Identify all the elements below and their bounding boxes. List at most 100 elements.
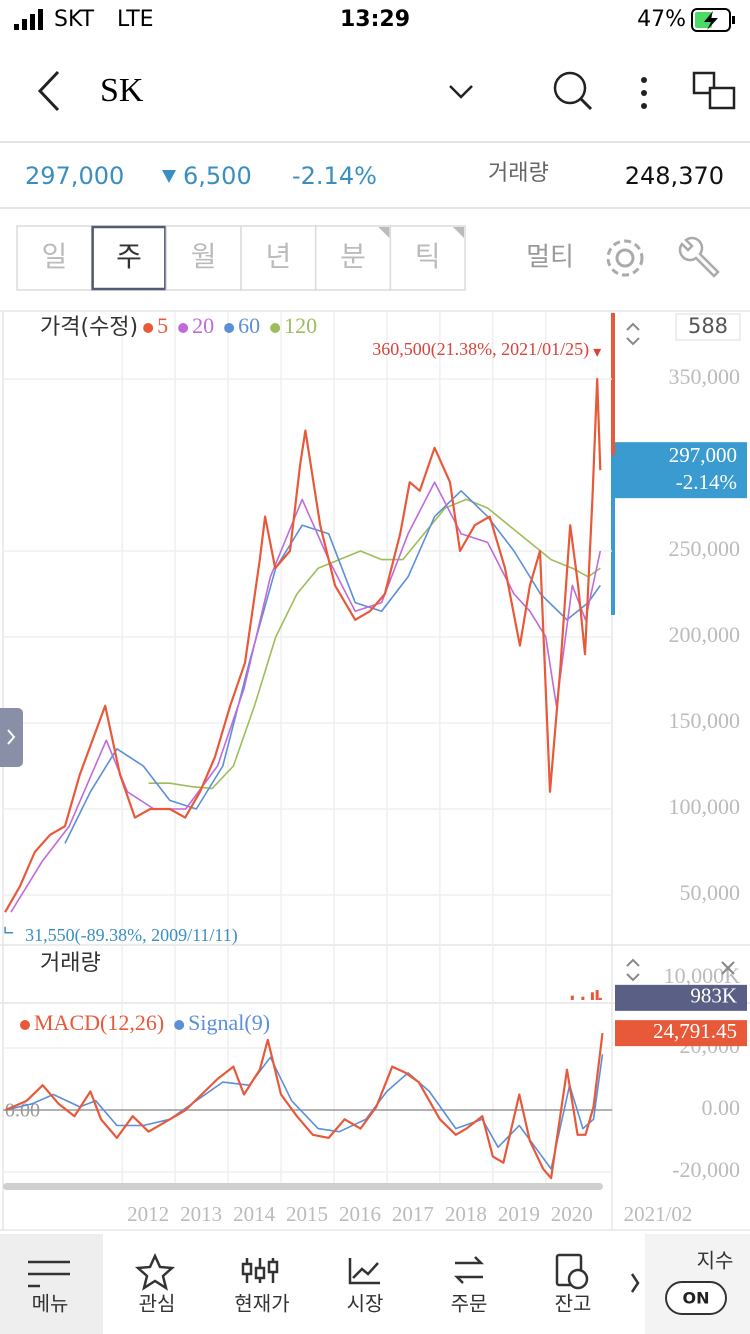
legend-label: 120 bbox=[284, 313, 317, 338]
legend-label: Signal(9) bbox=[188, 1010, 270, 1035]
tab[interactable]: 년 bbox=[265, 240, 291, 273]
high-marker bbox=[593, 348, 602, 357]
index-toggle[interactable]: ON bbox=[683, 1289, 710, 1308]
tab-corner bbox=[378, 227, 390, 238]
legend-swatch bbox=[174, 1020, 185, 1030]
side-handle[interactable] bbox=[0, 708, 23, 767]
x-tick-label: 2018 bbox=[445, 1202, 487, 1226]
tab-box bbox=[389, 225, 466, 291]
current-value-box bbox=[615, 1020, 747, 1047]
change: 6,500 bbox=[183, 162, 252, 190]
stock-name[interactable]: SK bbox=[100, 72, 144, 109]
header: SK bbox=[37, 70, 736, 112]
current-value-label: 983K bbox=[690, 984, 737, 1008]
status-bar: SKT LTE 13:29 47% bbox=[14, 7, 735, 32]
network: LTE bbox=[117, 7, 154, 32]
x-tick-label: 2019 bbox=[498, 1202, 540, 1226]
zero-label: 0.00 bbox=[5, 1100, 40, 1122]
legend-swatch bbox=[143, 323, 154, 333]
current-value-box bbox=[615, 442, 747, 499]
volume-label: 거래량 bbox=[488, 161, 549, 186]
low-marker bbox=[4, 926, 14, 934]
legend-swatch bbox=[224, 323, 235, 333]
search-button[interactable] bbox=[553, 71, 593, 111]
price: 297,000 bbox=[25, 162, 124, 190]
current-change-label: -2.14% bbox=[676, 470, 737, 494]
series-line bbox=[10, 481, 602, 913]
series-line bbox=[64, 490, 601, 844]
tab[interactable]: 월 bbox=[191, 240, 217, 273]
nav-item[interactable]: 메뉴 bbox=[32, 1292, 69, 1316]
series-line bbox=[5, 1032, 604, 1180]
panel-title: 거래량 bbox=[40, 951, 101, 976]
nav-item[interactable]: 관심 bbox=[139, 1292, 176, 1316]
current-value-label: 297,000 bbox=[669, 443, 737, 467]
nav-item[interactable]: 주문 bbox=[451, 1292, 488, 1316]
volume-bar bbox=[590, 992, 594, 1000]
clock: 13:29 bbox=[340, 7, 410, 32]
settings-button[interactable] bbox=[606, 239, 644, 277]
scrollbar[interactable] bbox=[3, 1183, 603, 1190]
tab-box bbox=[240, 225, 317, 291]
volume-bar bbox=[570, 995, 574, 1000]
y-tick-label: 100,000 bbox=[669, 794, 741, 819]
volume-bar bbox=[581, 996, 585, 1000]
tab[interactable]: 주 bbox=[116, 240, 142, 273]
tab-box bbox=[165, 225, 242, 291]
corner-label: 588 bbox=[688, 314, 728, 338]
x-tick-label: 2013 bbox=[180, 1202, 222, 1226]
y-tick-label: 200,000 bbox=[669, 622, 741, 647]
x-tick-label: 2015 bbox=[286, 1202, 328, 1226]
index-label[interactable]: 지수 bbox=[697, 1249, 734, 1273]
tab-box bbox=[314, 225, 392, 291]
panel-controls bbox=[626, 322, 735, 982]
y-tick-label: 250,000 bbox=[669, 536, 741, 561]
y-tick-label: 350,000 bbox=[669, 364, 741, 389]
legend-label: 60 bbox=[238, 313, 260, 338]
y-tick-label: 150,000 bbox=[669, 708, 741, 733]
chart-area: 2012 2013 2014 2015 2016 2017 2018 2019 2020 2021… bbox=[3, 312, 747, 1226]
volume-bar bbox=[598, 997, 602, 1000]
nav-item[interactable]: 잔고 bbox=[555, 1292, 592, 1316]
x-tick-label: 2020 bbox=[551, 1202, 593, 1226]
legend-label: MACD(12,26) bbox=[34, 1010, 164, 1035]
series-line bbox=[148, 498, 601, 790]
tab-box bbox=[16, 225, 93, 291]
back-button[interactable] bbox=[37, 70, 60, 112]
low-annotation: 31,550(-89.38%, 2009/11/11) bbox=[25, 925, 238, 946]
tab[interactable]: 일 bbox=[41, 240, 67, 273]
change-percent: -2.14% bbox=[292, 162, 377, 190]
carrier: SKT bbox=[54, 7, 95, 32]
volume: 248,370 bbox=[625, 162, 724, 190]
dropdown[interactable] bbox=[449, 85, 473, 99]
x-end-label: 2021/02 bbox=[624, 1202, 693, 1226]
nav-item[interactable]: 현재가 bbox=[234, 1292, 289, 1316]
tab[interactable]: 분 bbox=[340, 240, 366, 273]
legend-label: 5 bbox=[157, 313, 168, 338]
tools-button[interactable] bbox=[678, 236, 720, 278]
corner-box bbox=[675, 313, 741, 341]
high-annotation: 360,500(21.38%, 2021/01/25) bbox=[372, 339, 589, 360]
volume-bar bbox=[595, 990, 599, 1000]
x-tick-label: 2017 bbox=[392, 1202, 434, 1226]
battery-level: 47% bbox=[637, 7, 686, 32]
more-button[interactable] bbox=[641, 77, 647, 109]
x-tick-label: 2012 bbox=[127, 1202, 169, 1226]
bottom-nav: 지수 ON 메뉴 관심 현재가 시장 주문 잔고 bbox=[0, 1232, 750, 1334]
current-value-box bbox=[615, 984, 747, 1011]
nav-item[interactable]: 시장 bbox=[347, 1292, 384, 1316]
tab[interactable]: 틱 bbox=[415, 240, 441, 273]
x-tick-label: 2016 bbox=[339, 1202, 381, 1226]
y-tick-label: -20,000 bbox=[672, 1157, 740, 1182]
x-tick-label: 2014 bbox=[233, 1202, 276, 1226]
panel-title: 가격(수정) bbox=[40, 315, 138, 340]
series-line bbox=[5, 1054, 604, 1170]
multi-button[interactable]: 멀티 bbox=[526, 243, 574, 273]
tab-corner bbox=[453, 227, 464, 238]
tab-selected bbox=[91, 225, 167, 291]
legend-swatch bbox=[178, 323, 189, 333]
window-button[interactable] bbox=[692, 71, 736, 110]
